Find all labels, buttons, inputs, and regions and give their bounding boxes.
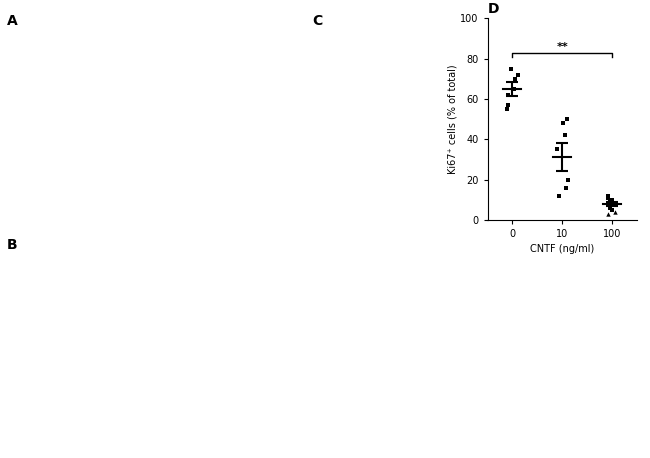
Text: D: D — [488, 2, 499, 16]
Point — [604, 196, 615, 203]
Point — [551, 146, 562, 153]
Point — [506, 65, 516, 72]
Point — [605, 204, 616, 212]
Point — [606, 206, 617, 213]
Point — [513, 71, 523, 78]
Point — [562, 115, 572, 123]
Text: **: ** — [556, 42, 568, 52]
Point — [563, 176, 573, 183]
Point — [603, 192, 614, 199]
Point — [508, 85, 519, 93]
Point — [610, 208, 621, 215]
Point — [502, 105, 512, 113]
Point — [561, 184, 571, 191]
Point — [608, 200, 619, 207]
Point — [603, 210, 614, 218]
Point — [604, 198, 615, 205]
Y-axis label: Ki67⁺ cells (% of total): Ki67⁺ cells (% of total) — [447, 64, 458, 174]
Text: A: A — [6, 14, 18, 28]
Point — [503, 101, 514, 109]
Text: C: C — [312, 14, 322, 28]
Point — [606, 198, 616, 205]
Text: B: B — [6, 238, 17, 252]
Point — [554, 192, 564, 199]
Point — [603, 194, 614, 202]
Point — [603, 200, 613, 207]
Point — [607, 196, 618, 203]
Point — [503, 91, 514, 98]
Point — [560, 131, 570, 139]
Point — [604, 202, 615, 209]
X-axis label: CNTF (ng/ml): CNTF (ng/ml) — [530, 245, 594, 255]
Point — [510, 75, 521, 82]
Point — [558, 120, 569, 127]
